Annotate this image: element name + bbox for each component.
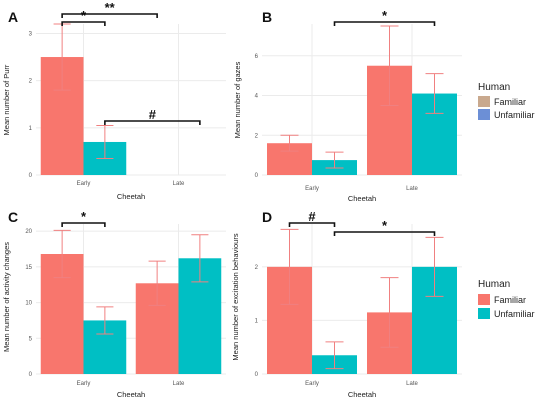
legend-human-bottom: Human Familiar Unfamiliar — [478, 279, 535, 319]
y-tick-label: 4 — [255, 94, 259, 100]
significance-marker: # — [308, 209, 316, 224]
x-axis-title: Cheetah — [117, 390, 145, 399]
panel-a: Early Late 0 1 2 3 Cheetah Mean number of Purr A… — [2, 0, 226, 201]
x-axis-title: Cheetah — [348, 390, 376, 399]
x-tick-label: Late — [406, 186, 418, 192]
legend-swatch-familiar — [478, 96, 490, 107]
significance-marker: * — [382, 218, 388, 233]
significance-bracket — [288, 222, 336, 227]
significance-bracket — [104, 120, 201, 125]
y-tick-label: 0 — [29, 173, 33, 179]
legend-title: Human — [478, 82, 510, 93]
significance-marker: * — [382, 8, 388, 23]
x-tick-label: Early — [305, 381, 319, 387]
panel-c: Early Late 0 5 10 15 20 Cheetah Mean number of a… — [2, 209, 226, 399]
x-axis-title: Cheetah — [348, 194, 376, 203]
significance-marker: * — [81, 8, 87, 23]
significance-bracket — [61, 222, 106, 227]
panel-label: D — [262, 209, 272, 225]
y-tick-label: 2 — [29, 79, 33, 85]
legend-swatch-familiar — [478, 294, 490, 305]
x-tick-label: Early — [77, 381, 91, 387]
y-tick-label: 2 — [255, 265, 259, 271]
significance-marker: # — [149, 107, 157, 122]
significance-marker: * — [81, 209, 87, 224]
y-tick-label: 0 — [255, 173, 259, 179]
significance-bracket — [333, 21, 436, 26]
panel-b: Early Late 0 2 4 6 Cheetah Mean number of gazes… — [233, 8, 462, 203]
significance-bracket — [61, 21, 106, 26]
legend-label-unfamiliar: Unfamiliar — [494, 110, 535, 120]
y-axis-title: Mean number of Purr — [2, 64, 11, 135]
y-tick-label: 2 — [255, 133, 259, 139]
y-tick-label: 1 — [255, 318, 259, 324]
panel-d: Early Late 0 1 2 Cheetah Mean number of excita… — [231, 209, 462, 399]
legend-human-top: Human Familiar Unfamiliar — [478, 82, 535, 120]
y-tick-label: 3 — [29, 31, 33, 37]
x-tick-label: Late — [173, 381, 185, 387]
legend-swatch-unfamiliar — [478, 308, 490, 319]
y-tick-label: 0 — [255, 372, 259, 378]
x-tick-label: Late — [173, 181, 185, 187]
significance-marker: ** — [105, 0, 116, 15]
panel-label: B — [262, 9, 272, 25]
x-tick-label: Late — [406, 381, 418, 387]
legend-label-unfamiliar: Unfamiliar — [494, 309, 535, 319]
x-tick-label: Early — [77, 181, 91, 187]
legend-title: Human — [478, 279, 510, 290]
y-tick-label: 20 — [25, 229, 32, 235]
y-axis-title: Mean number of gazes — [233, 61, 242, 138]
legend-swatch-unfamiliar — [478, 109, 490, 120]
legend-label-familiar: Familiar — [494, 97, 526, 107]
y-tick-label: 1 — [29, 126, 33, 132]
legend-label-familiar: Familiar — [494, 295, 526, 305]
x-axis-title: Cheetah — [117, 192, 145, 201]
y-axis-title: Mean number of activity changes — [2, 242, 11, 352]
significance-bracket — [61, 13, 158, 18]
y-tick-label: 5 — [29, 336, 33, 342]
significance-bracket — [333, 231, 436, 236]
y-axis-title: Mean number of excitation behaviours — [231, 233, 240, 360]
panel-label: C — [8, 209, 18, 225]
y-tick-label: 0 — [29, 372, 33, 378]
x-tick-label: Early — [305, 186, 319, 192]
y-tick-label: 10 — [25, 301, 32, 307]
panel-label: A — [8, 9, 18, 25]
y-tick-label: 15 — [25, 265, 32, 271]
y-tick-label: 6 — [255, 54, 259, 60]
